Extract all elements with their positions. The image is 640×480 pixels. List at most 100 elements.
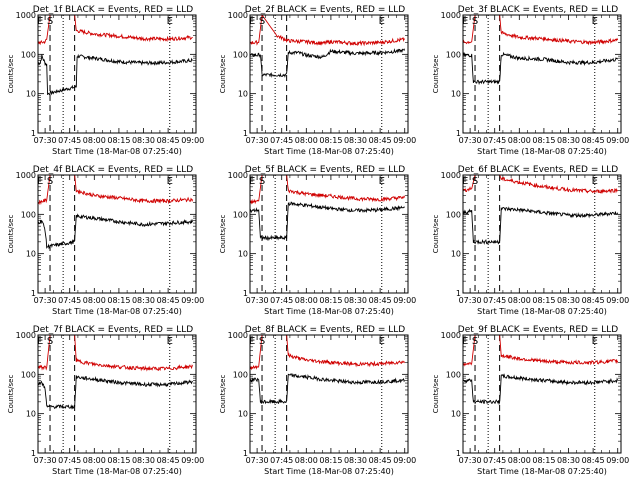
chart-title: Det_8f BLACK = Events, RED = LLD [245,325,405,335]
event-marker-label: E [167,16,173,27]
lld-series-line [250,15,405,47]
y-tick-label: 100 [446,370,461,379]
event-marker-label: S [472,336,478,347]
x-tick-label: 09:00 [393,136,416,145]
event-marker-label: E [167,336,173,347]
event-marker-label: E [37,336,43,347]
chart-panel: Det_7f BLACK = Events, RED = LLD Counts/s… [7,325,204,476]
event-marker-label: E [249,336,255,347]
x-tick-label: 08:30 [344,296,367,305]
plot-frame [462,334,622,454]
x-axis-label: Start Time (18-Mar-08 07:25:40) [477,147,607,156]
event-marker-label: E [379,176,385,187]
event-marker-label: S [47,176,53,187]
event-marker-label: E [592,16,598,27]
x-tick-label: 08:00 [508,136,531,145]
y-tick-label: 10 [26,410,36,419]
event-marker-label: E [167,176,173,187]
y-axis-label: Counts/sec [432,375,440,414]
chart-title: Det_2f BLACK = Events, RED = LLD [245,5,405,15]
x-tick-label: 07:45 [270,296,293,305]
x-tick-label: 07:45 [58,136,81,145]
event-marker-label: E [462,336,468,347]
chart-title: Det_7f BLACK = Events, RED = LLD [33,325,193,335]
lld-series-line [250,335,406,371]
events-series-line [250,48,406,78]
y-tick-label: 1000 [441,331,461,340]
x-tick-label: 08:15 [107,456,130,465]
event-marker-label: E [379,16,385,27]
y-tick-label: 10 [26,90,36,99]
y-tick-label: 1 [243,129,248,138]
y-tick-label: 100 [233,210,248,219]
y-tick-label: 100 [233,370,248,379]
series-group [38,175,194,250]
chart-title: Det_3f BLACK = Events, RED = LLD [458,5,618,15]
chart-title: Det_6f BLACK = Events, RED = LLD [458,165,618,175]
x-axis-label: Start Time (18-Mar-08 07:25:40) [52,467,182,476]
x-tick-label: 07:30 [34,456,57,465]
event-marker-label: S [472,176,478,187]
x-tick-label: 08:00 [295,456,318,465]
x-axis-label: Start Time (18-Mar-08 07:25:40) [264,307,394,316]
lld-series-line [38,335,194,372]
x-tick-label: 09:00 [181,296,204,305]
y-tick-label: 100 [446,210,461,219]
lld-series-line [38,15,193,46]
x-tick-label: 08:15 [532,136,555,145]
x-tick-label: 08:45 [157,296,180,305]
y-axis-label: Counts/sec [432,215,440,254]
series-group [250,175,406,241]
events-series-line [463,51,619,86]
x-tick-label: 08:45 [369,136,392,145]
x-tick-label: 08:45 [369,456,392,465]
y-tick-label: 1000 [441,171,461,180]
x-tick-label: 08:30 [132,296,155,305]
chart-panel: Det_8f BLACK = Events, RED = LLD Counts/s… [219,325,416,476]
event-marker-label: E [379,336,385,347]
y-tick-label: 1 [31,449,36,458]
x-tick-label: 09:00 [181,136,204,145]
events-series-line [250,201,405,241]
x-tick-label: 07:30 [246,136,269,145]
event-marker-label: E [462,176,468,187]
event-marker-label: E [249,176,255,187]
chart-panel: Det_1f BLACK = Events, RED = LLD Counts/s… [7,5,204,156]
x-axis-label: Start Time (18-Mar-08 07:25:40) [477,307,607,316]
y-tick-label: 1 [31,129,36,138]
series-group [250,335,406,405]
lld-series-line [38,175,194,206]
y-tick-label: 10 [238,250,248,259]
event-marker-label: S [47,336,53,347]
x-tick-label: 08:00 [83,136,106,145]
x-tick-label: 08:15 [107,136,130,145]
x-tick-label: 07:45 [483,456,506,465]
y-axis-label: Counts/sec [219,55,227,94]
x-tick-label: 08:00 [295,296,318,305]
plot-frame [249,174,409,294]
event-marker-label: S [259,336,265,347]
y-tick-label: 100 [21,370,36,379]
y-tick-label: 10 [26,250,36,259]
plot-frame [249,334,409,454]
y-tick-label: 100 [233,50,248,59]
x-tick-label: 08:30 [132,136,155,145]
y-tick-label: 10 [451,410,461,419]
x-tick-label: 07:45 [270,136,293,145]
x-tick-label: 08:45 [582,136,605,145]
y-tick-label: 100 [21,210,36,219]
y-axis-label: Counts/sec [7,215,15,254]
x-axis-label: Start Time (18-Mar-08 07:25:40) [52,307,182,316]
x-tick-label: 08:30 [557,136,580,145]
series-group [463,15,619,86]
y-tick-label: 10 [238,90,248,99]
x-tick-label: 07:30 [246,296,269,305]
events-series-line [463,373,619,406]
events-series-line [463,206,619,245]
x-tick-label: 07:45 [483,136,506,145]
y-tick-label: 10 [451,90,461,99]
event-marker-label: S [259,176,265,187]
plot-frame [462,174,622,294]
x-axis-label: Start Time (18-Mar-08 07:25:40) [477,467,607,476]
